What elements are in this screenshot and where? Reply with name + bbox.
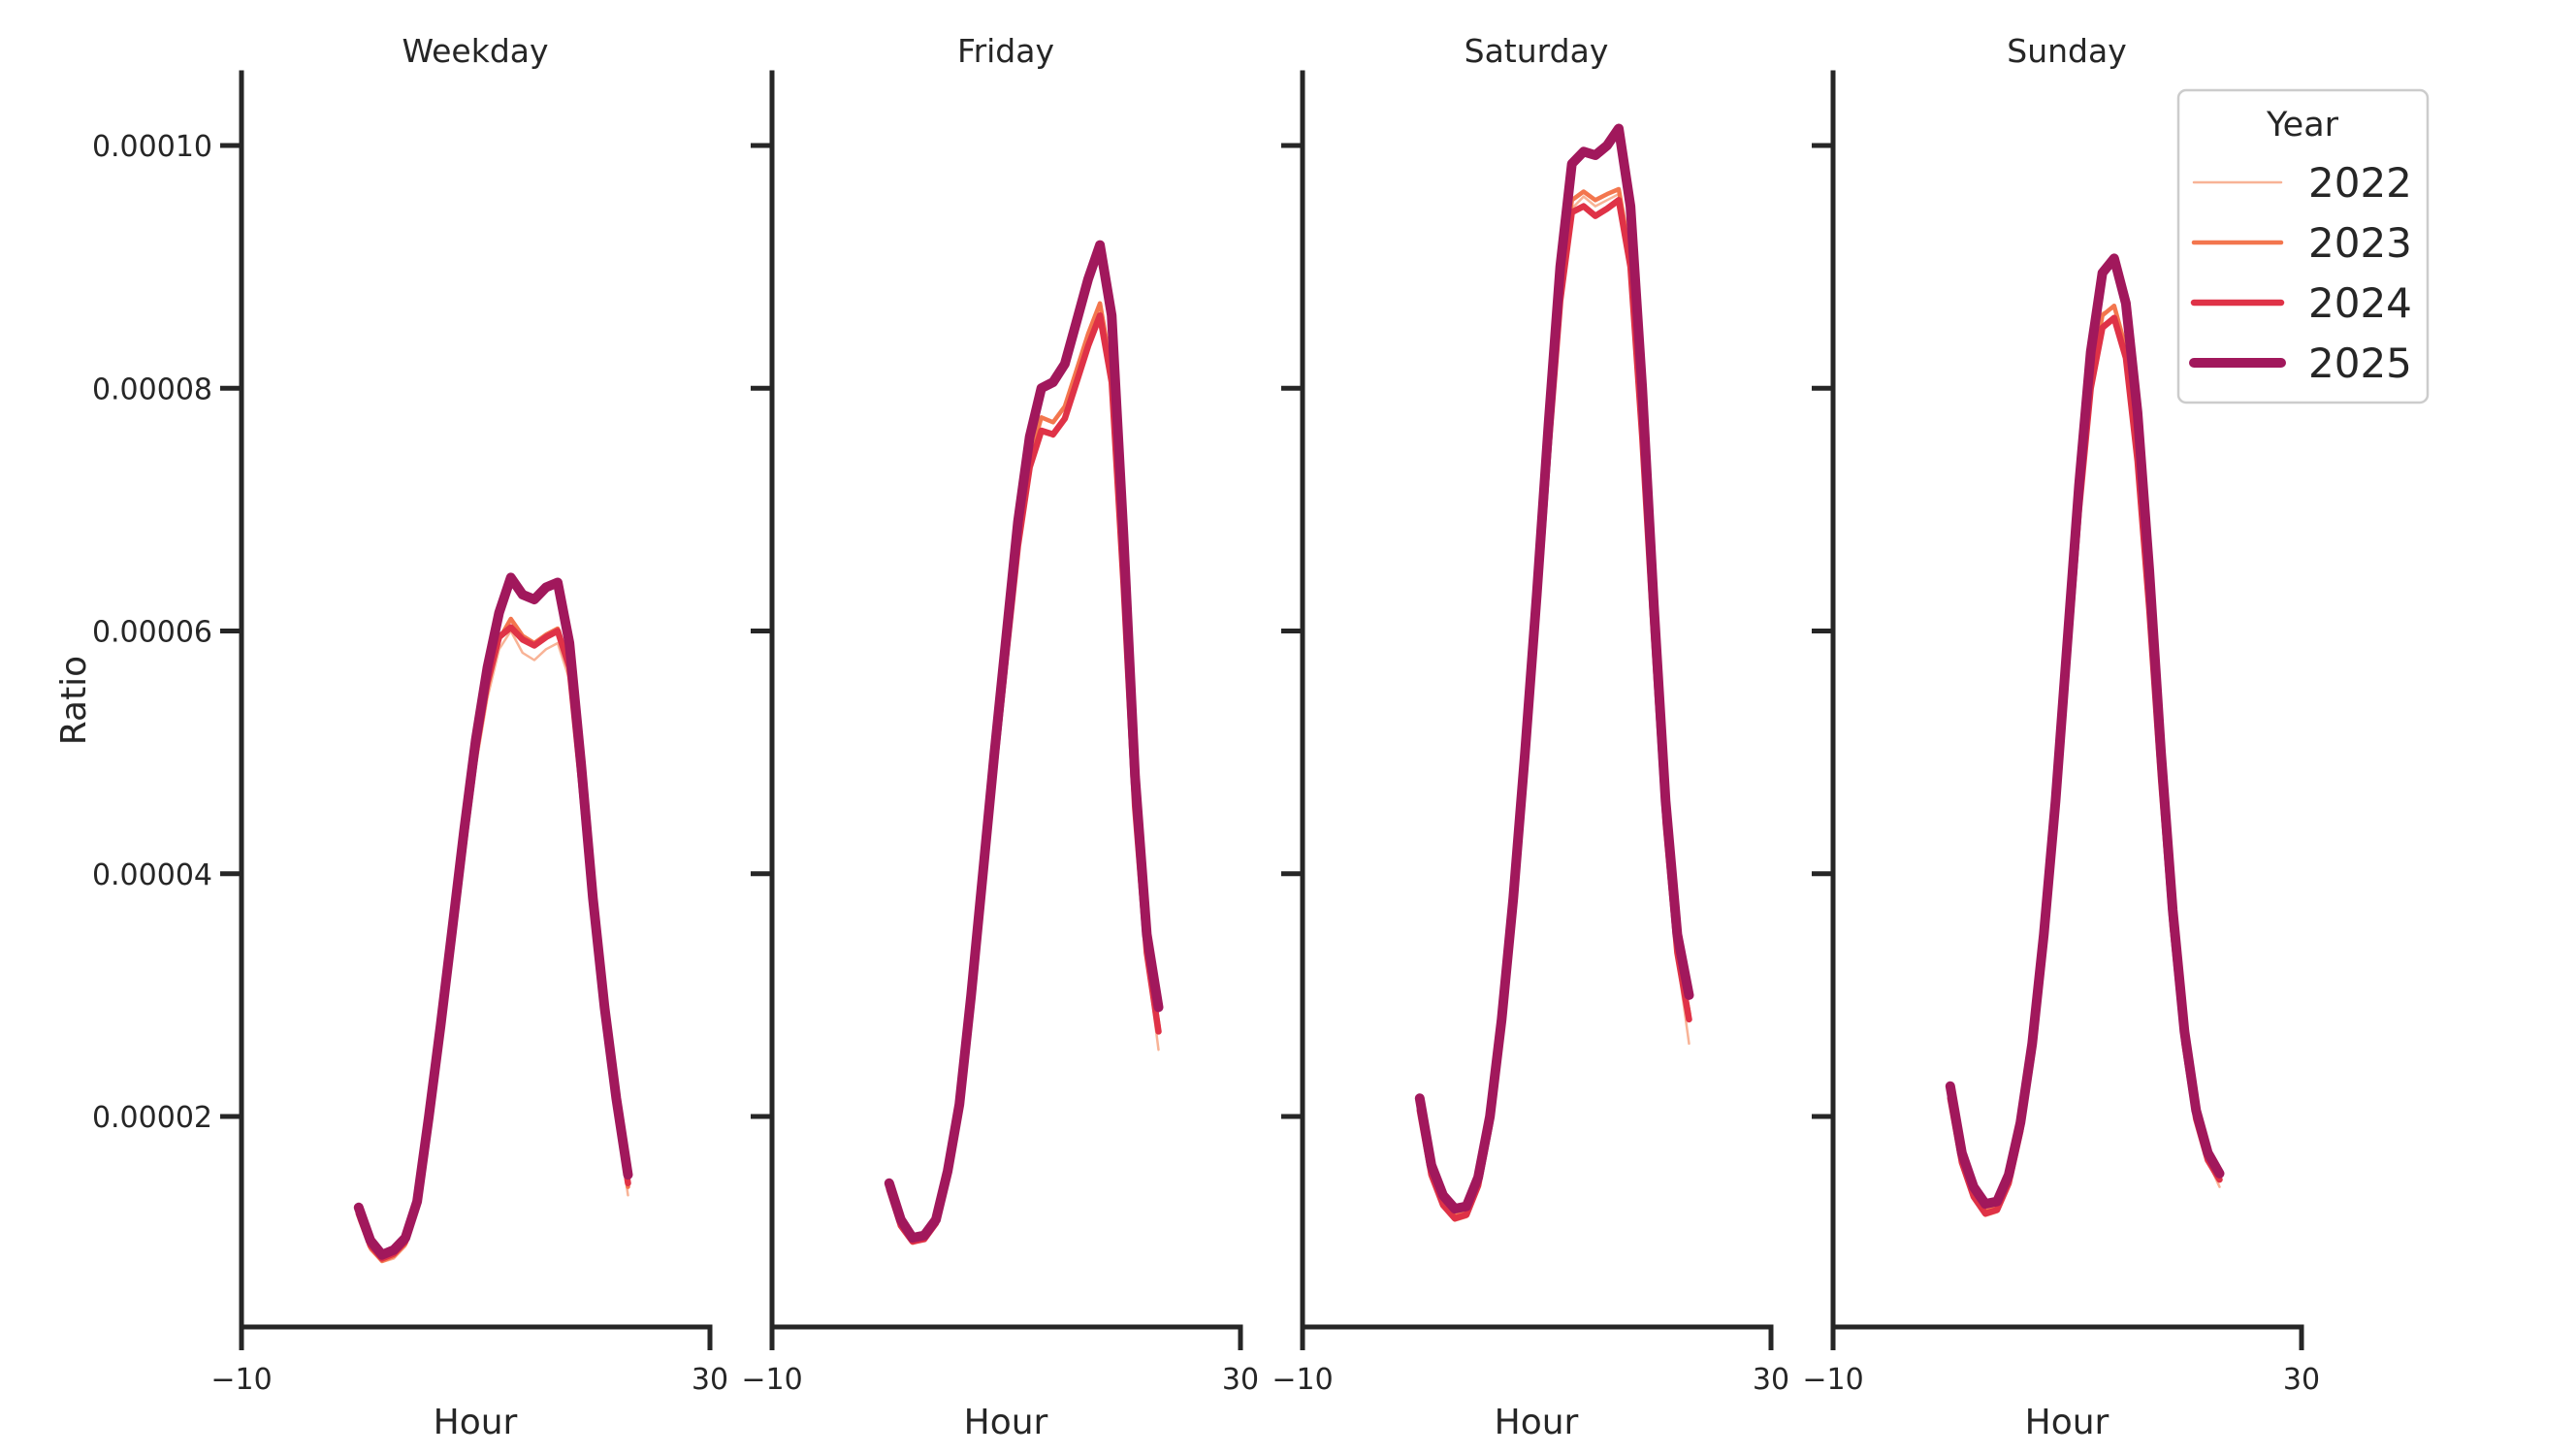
- panel-sunday: Sunday −10 30 Hour: [1802, 32, 2320, 1442]
- legend-label-2023: 2023: [2308, 219, 2412, 267]
- legend-label-2022: 2022: [2308, 159, 2412, 207]
- x-axis-tick-labels: −10 30: [210, 1363, 728, 1397]
- line-weekday-2025: [353, 572, 633, 1260]
- svg-text:0.00010: 0.00010: [92, 130, 212, 164]
- svg-text:0.00002: 0.00002: [92, 1101, 212, 1135]
- panel-saturday: Saturday −10 30 Hour: [1272, 32, 1789, 1442]
- x-axis-ticks: [1300, 1327, 1774, 1350]
- svg-text:−10: −10: [741, 1363, 802, 1397]
- x-axis-tick-labels: −10 30: [1802, 1363, 2320, 1397]
- legend-title: Year: [2266, 106, 2339, 145]
- x-axis-tick-labels: −10 30: [1272, 1363, 1789, 1397]
- line-sunday-2025: [1945, 253, 2225, 1210]
- svg-text:−10: −10: [1272, 1363, 1333, 1397]
- panel-friday-series: [884, 240, 1164, 1245]
- svg-text:0.00004: 0.00004: [92, 858, 212, 892]
- legend-frame: [2176, 88, 2430, 404]
- line-friday-2025: [884, 240, 1164, 1244]
- x-axis-ticks: [239, 1327, 713, 1350]
- x-axis-tick-labels: −10 30: [741, 1363, 1259, 1397]
- legend-label-2025: 2025: [2308, 340, 2412, 387]
- panel-friday: Friday −10 30 Hour: [741, 32, 1259, 1442]
- svg-text:0.00008: 0.00008: [92, 372, 212, 406]
- svg-text:30: 30: [2283, 1363, 2320, 1397]
- svg-text:0.00006: 0.00006: [92, 616, 212, 650]
- panel-title: Friday: [957, 32, 1054, 70]
- x-axis-label: Hour: [434, 1403, 518, 1442]
- x-axis-ticks: [1830, 1327, 2304, 1350]
- x-axis-label: Hour: [964, 1403, 1048, 1442]
- svg-text:30: 30: [1222, 1363, 1259, 1397]
- svg-text:30: 30: [692, 1363, 728, 1397]
- panel-weekday: Weekday 0.00010 0.00008 0.00006 0.00004 …: [54, 32, 728, 1442]
- line-saturday-2025: [1414, 123, 1694, 1214]
- y-axis-ticks: [220, 143, 242, 1119]
- y-axis-ticks: [751, 143, 772, 1119]
- panel-title: Saturday: [1465, 32, 1609, 70]
- y-axis-label: Ratio: [54, 656, 94, 745]
- y-axis-ticks: [1812, 143, 1833, 1119]
- x-axis-label: Hour: [2025, 1403, 2109, 1442]
- panel-sunday-series: [1945, 253, 2225, 1217]
- line-weekday-2023: [356, 616, 630, 1264]
- x-axis-label: Hour: [1495, 1403, 1579, 1442]
- panel-title: Weekday: [402, 32, 548, 70]
- line-weekday-2024: [355, 624, 631, 1262]
- legend-label-2024: 2024: [2308, 279, 2412, 327]
- y-axis-ticks: [1281, 143, 1303, 1119]
- panel-saturday-series: [1414, 123, 1694, 1222]
- legend: Year 2022 2023 2024 2025: [2176, 88, 2430, 404]
- svg-text:−10: −10: [1802, 1363, 1863, 1397]
- y-axis-tick-labels: 0.00010 0.00008 0.00006 0.00004 0.00002: [92, 130, 212, 1135]
- x-axis-ticks: [769, 1327, 1243, 1350]
- panel-weekday-series: [353, 572, 633, 1264]
- panel-title: Sunday: [2007, 32, 2126, 70]
- line-weekday-2022: [357, 630, 629, 1264]
- svg-text:−10: −10: [210, 1363, 272, 1397]
- svg-text:30: 30: [1753, 1363, 1789, 1397]
